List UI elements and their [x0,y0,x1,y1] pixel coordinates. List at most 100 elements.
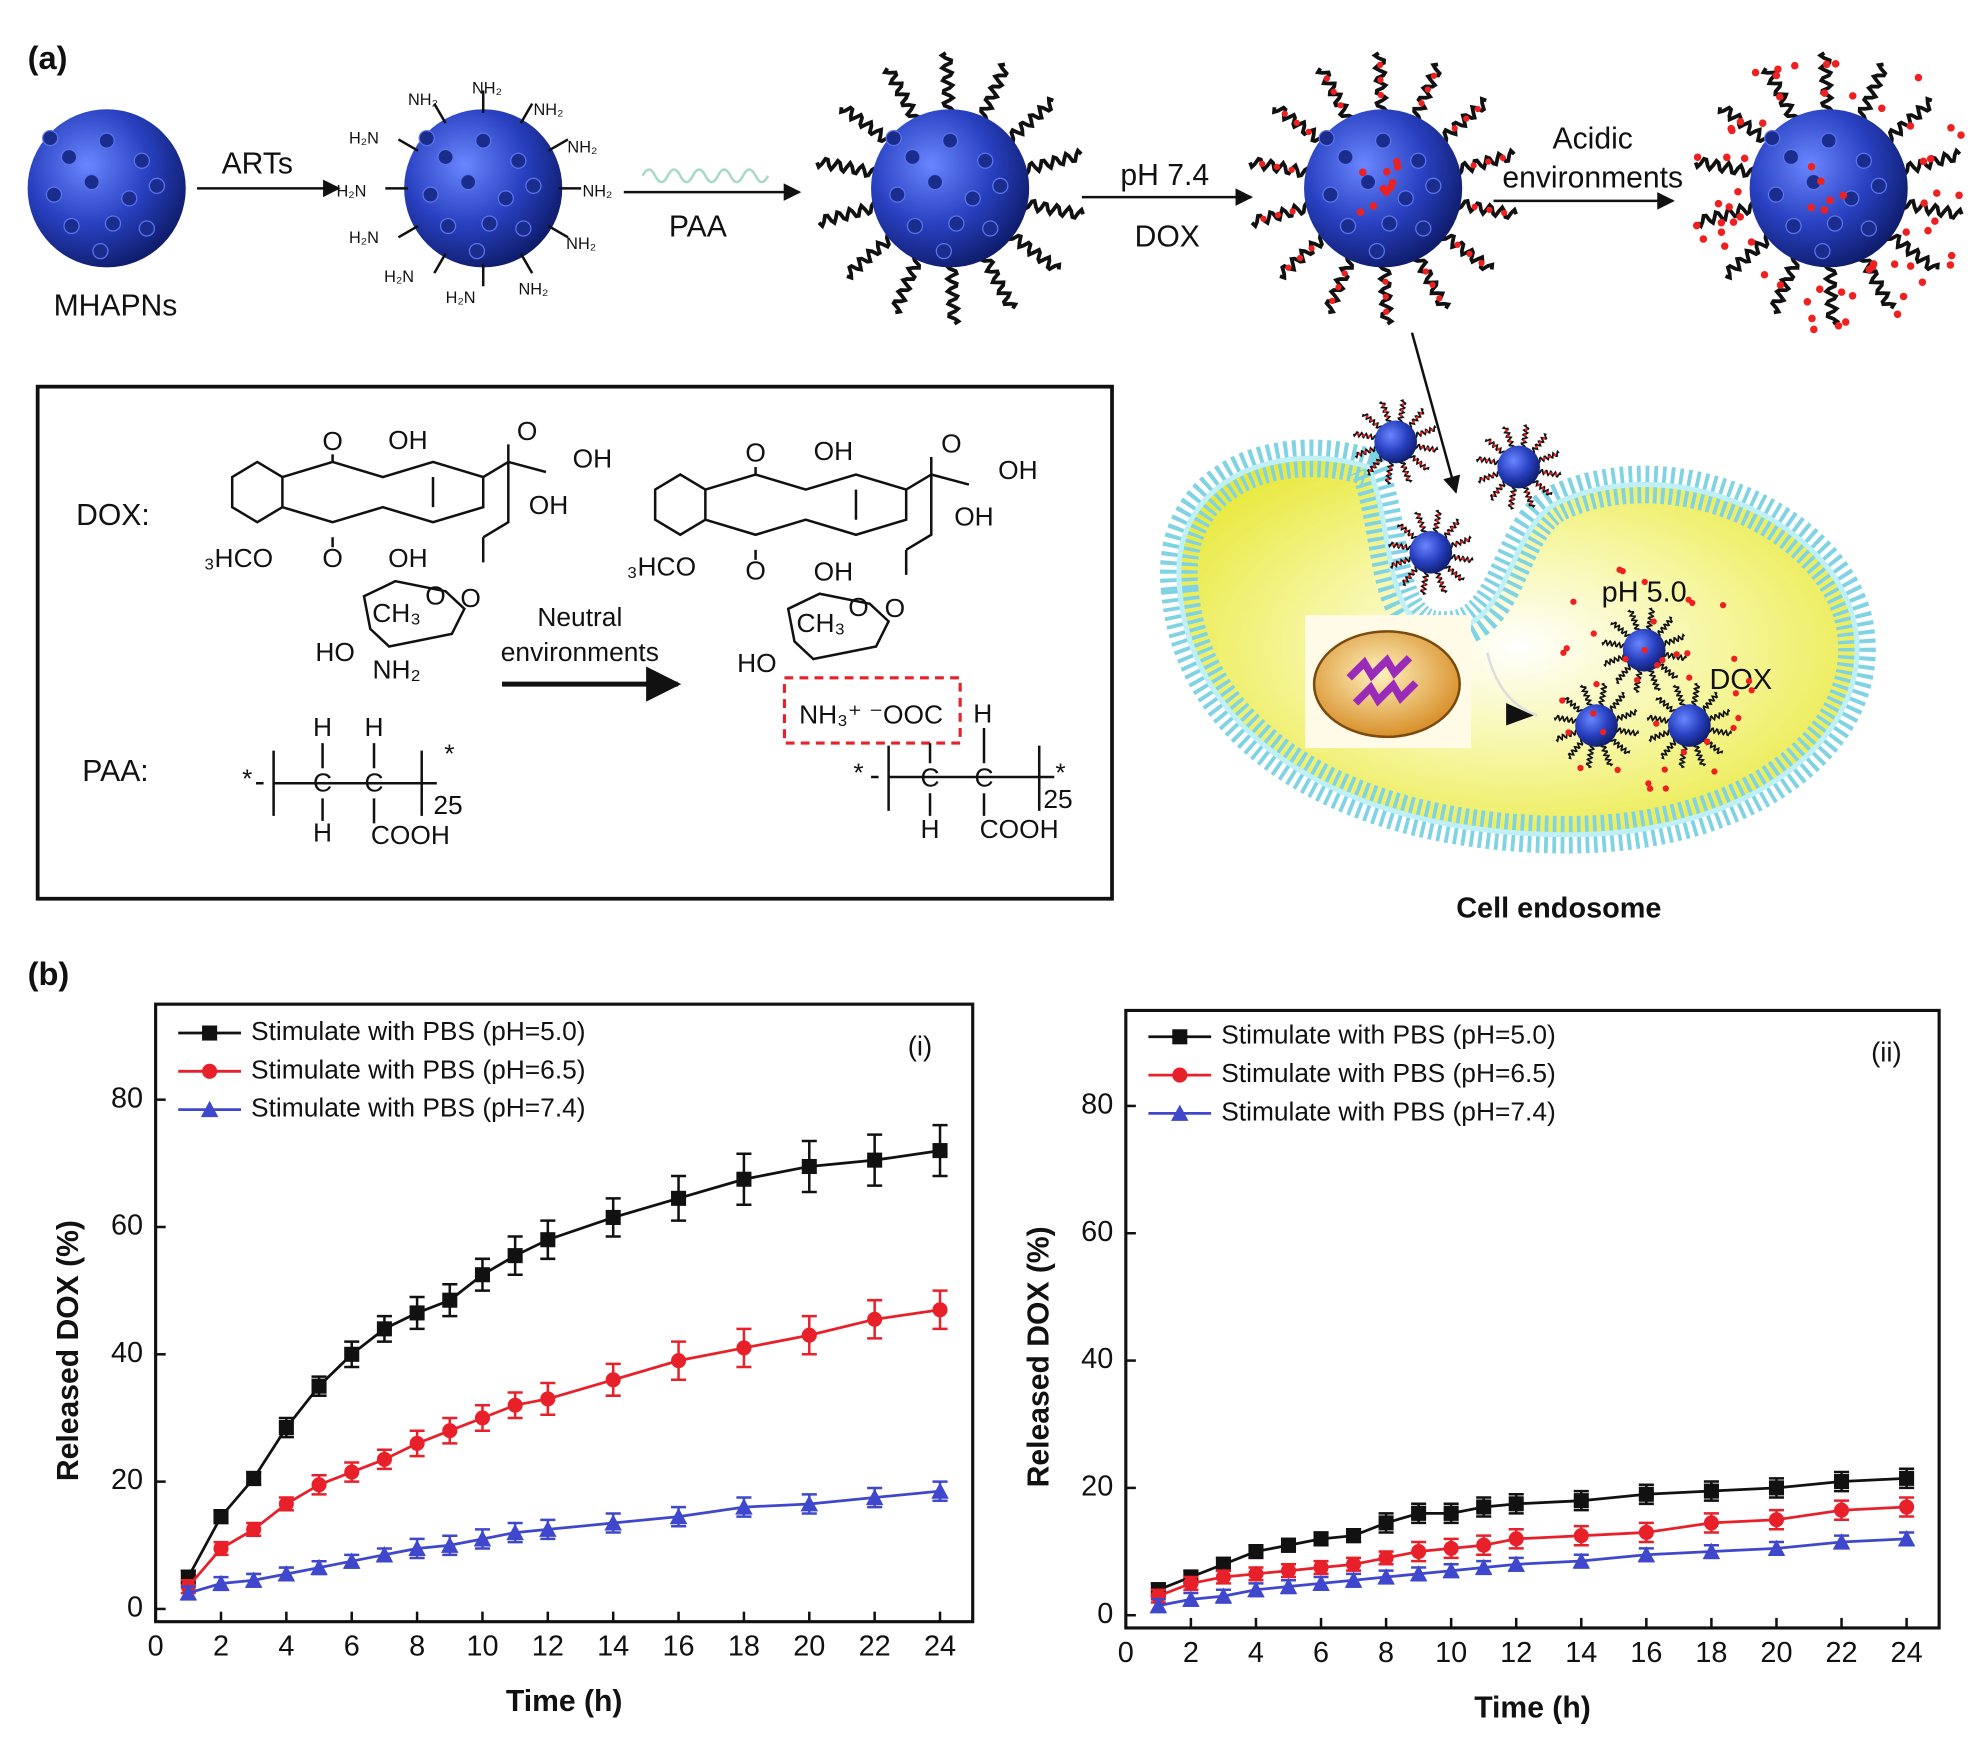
drug-dot [1376,460,1380,464]
drug-dot [1684,650,1691,657]
drug-dot [1402,465,1406,469]
dimple [133,152,150,169]
drug-dot [1388,466,1392,470]
marker [1214,1587,1233,1604]
drug-dot [1545,490,1549,494]
polymer-chain [979,62,1009,122]
drug-dot [1505,429,1508,433]
label: DOX [1135,221,1200,254]
marker [1573,1528,1589,1544]
drug-dot [1481,477,1484,481]
structure-label: * [242,764,252,794]
drug-dot [1258,160,1266,167]
marker [1474,1558,1493,1576]
x-tick-label: 14 [597,1631,629,1663]
marker [1442,1561,1460,1579]
marker [1377,1568,1395,1585]
marker [507,1248,523,1264]
drug-dot [1645,780,1652,787]
structure-label: H [313,818,332,848]
drug-dot [1441,587,1445,590]
amine-bond [547,224,569,239]
polymer-chain [815,156,879,178]
dimple [1826,215,1844,232]
amine-label: H₂N [349,130,379,148]
legend-marker [202,1063,218,1079]
drug-dot [1549,472,1552,475]
drug-dot [1955,191,1963,200]
panel-label: (b) [28,955,70,992]
dimple [1860,220,1878,237]
drug-dot [1453,572,1457,576]
drug-dot [1729,218,1738,226]
polymer-chain [1598,682,1608,707]
marker [1508,1531,1524,1547]
drug-dot [1419,411,1423,415]
drug-dot [1466,250,1473,258]
drug-dot [1736,117,1745,126]
drug-dot [1662,785,1669,792]
x-tick-label: 12 [1500,1637,1532,1669]
drug-dot [1288,166,1295,173]
polymer-chain [1691,682,1701,707]
polymer-chain [1567,738,1584,760]
marker [442,1423,458,1439]
drug-dot [1439,581,1443,585]
drug-dot [1383,167,1391,176]
dimple [104,215,122,232]
polymer-chain [1609,691,1626,713]
drug-dot [1430,428,1434,432]
structure-label: C [365,767,384,797]
amine-bond [519,252,534,274]
drug-dot [1719,602,1727,609]
drug-dot [1400,408,1404,412]
x-tick-label: 20 [793,1631,825,1663]
drug-dot [1693,153,1702,161]
drug-dot [1393,163,1402,171]
amine-label: NH₂ [566,235,596,253]
polymer-chain [1708,727,1733,737]
dimple [1410,152,1427,169]
drug-dot [1731,655,1738,662]
structure-label: OH [954,501,994,531]
y-tick-label: 80 [1081,1089,1113,1121]
drug-dot [1914,73,1923,82]
x-tick-label: 6 [344,1631,360,1663]
drug-dot [1641,646,1648,654]
drug-dot [1527,496,1531,500]
drug-dot [1906,122,1915,130]
polymer-chain [846,232,894,281]
marker [800,1495,819,1512]
polymer-chain [1885,233,1940,272]
marker [507,1397,523,1413]
dimple [1814,242,1831,260]
polymer-chain [817,199,879,230]
drug-dot [1436,295,1443,302]
drug-dot [1614,766,1621,774]
drug-dot [1499,485,1503,489]
drug-dot [1686,674,1693,681]
drug-dot [1401,403,1405,406]
drug-dot [1831,60,1840,68]
marker [213,1540,229,1556]
legend-label: Stimulate with PBS (pH=5.0) [251,1016,586,1046]
dimple [1870,177,1888,195]
drug-dot [1841,318,1850,326]
drug-dot [1465,538,1469,542]
marker [540,1232,556,1248]
legend-marker [202,1025,218,1041]
x-tick-label: 24 [1891,1637,1923,1669]
drug-dot [1849,92,1857,100]
dimple [964,190,981,207]
drug-dot [1918,278,1927,286]
polymer-chain [1021,147,1083,178]
drug-dot [1368,449,1372,452]
drug-dot [1492,444,1496,447]
drug-dot [1422,582,1426,586]
structure-label: O [745,555,765,585]
marker [1411,1544,1427,1560]
drug-dot [1758,119,1767,127]
drug-dot [1947,124,1955,132]
marker [669,1507,688,1525]
